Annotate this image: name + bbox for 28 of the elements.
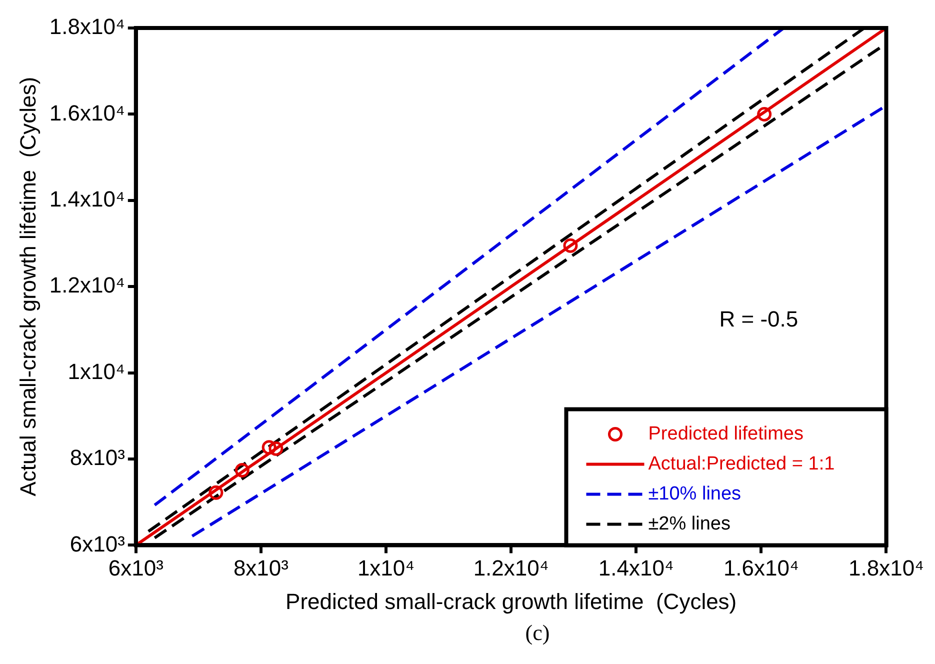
- y-tick-label: 1.6x10⁴: [49, 100, 125, 126]
- y-tick-label: 8x10³: [70, 445, 125, 470]
- point: [563, 238, 578, 253]
- x-axis-title: Predicted small-crack growth lifetime (Cycles): [286, 588, 737, 614]
- y-tick-label: 1.8x10⁴: [49, 14, 125, 40]
- text: (c): [524, 620, 551, 646]
- x-tick-label: 1.2x10⁴: [473, 555, 549, 580]
- point: [208, 485, 224, 500]
- x-tick-label: 1.8x10⁴: [848, 555, 924, 580]
- x-tick-label: 6x10³: [108, 555, 164, 580]
- point: [262, 440, 276, 455]
- annotation: R = -0.5: [719, 306, 798, 332]
- x-tick-label: 8x10³: [233, 555, 288, 580]
- y-tick-label: 6x10³: [70, 531, 125, 556]
- legend-label: Predicted lifetimes: [648, 423, 804, 444]
- y-axis-title: Actual small-crack growth lifetime (Cycles): [15, 76, 40, 496]
- y-tick-label: 1.2x10⁴: [49, 272, 125, 298]
- x-tick-label: 1.6x10⁴: [723, 555, 799, 580]
- legend-label: ±2% lines: [648, 513, 730, 534]
- y-tick-label: 1.4x10⁴: [49, 186, 125, 212]
- x-tick-label: 1.4x10⁴: [598, 555, 674, 580]
- point: [268, 441, 284, 456]
- legend-label: ±10% lines: [648, 483, 742, 504]
- y-tick-label: 1x10⁴: [68, 358, 125, 384]
- x-tick-label: 1x10⁴: [357, 555, 415, 580]
- legend-label: Actual:Predicted = 1:1: [648, 453, 835, 474]
- point: [234, 462, 250, 478]
- point: [757, 106, 772, 122]
